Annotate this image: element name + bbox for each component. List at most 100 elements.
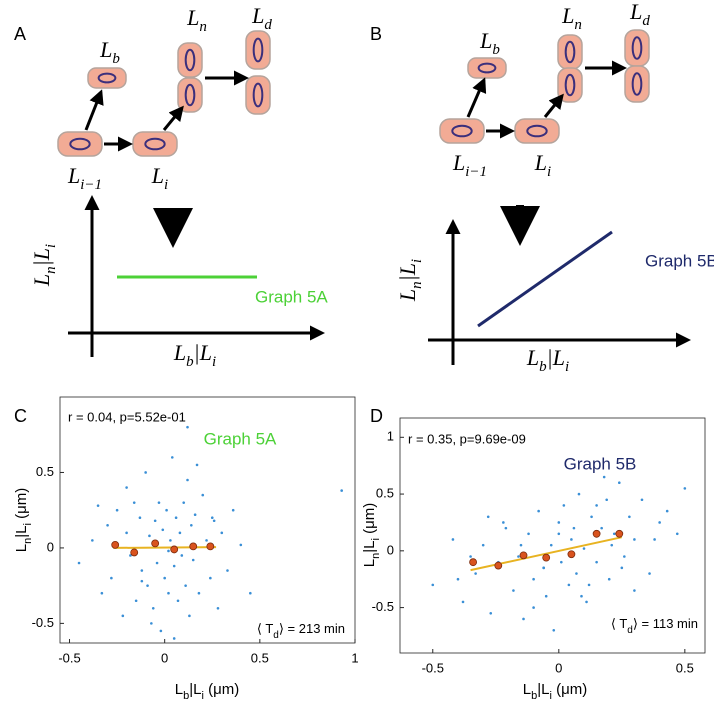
scatter-point bbox=[165, 508, 168, 512]
cell-label-part: L bbox=[629, 0, 642, 24]
cell-label: Li−1 bbox=[67, 163, 102, 193]
scatter-point bbox=[96, 504, 100, 507]
bin-mean bbox=[519, 551, 528, 560]
period-annotation-part: ⟩ = 113 min bbox=[633, 616, 698, 631]
scatter-point bbox=[612, 532, 616, 536]
graph-line bbox=[477, 230, 613, 328]
y-axis-label-part: n bbox=[409, 281, 425, 289]
scatter-point bbox=[653, 538, 656, 541]
scatter-point bbox=[138, 516, 142, 520]
scatter-point bbox=[512, 589, 515, 592]
scatter-point bbox=[504, 526, 508, 530]
x-tick-label: 0 bbox=[555, 660, 562, 675]
stats-annotation: r = 0.04, p=5.52e-01 bbox=[68, 409, 186, 424]
period-annotation-part: d bbox=[273, 630, 279, 641]
scatter-point bbox=[595, 504, 598, 507]
scatter-point bbox=[129, 554, 132, 557]
panel-letter: A bbox=[14, 24, 26, 44]
cell bbox=[514, 118, 560, 144]
scatter-point bbox=[623, 555, 626, 558]
scatter-point bbox=[159, 629, 163, 633]
scatter-point bbox=[157, 501, 161, 504]
scatter-point bbox=[580, 594, 583, 598]
scatter-point bbox=[552, 628, 556, 632]
cell-label-part: L bbox=[99, 37, 112, 62]
bin-mean bbox=[170, 545, 179, 554]
cell-label: Ld bbox=[629, 0, 650, 29]
scatter-point bbox=[587, 583, 591, 587]
scatter-point bbox=[148, 534, 151, 538]
y-axis-label-part: L bbox=[13, 544, 30, 552]
nucleoid bbox=[451, 124, 473, 138]
scatter-point bbox=[209, 576, 212, 580]
x-axis-label: Lb|Li (μm) bbox=[523, 681, 587, 702]
scatter-point bbox=[144, 471, 147, 474]
scatter-point bbox=[170, 456, 174, 459]
cell-label: Lb bbox=[479, 28, 500, 58]
period-annotation: ⟨ Td⟩ = 113 min bbox=[611, 616, 698, 636]
y-axis-label-part: |L bbox=[361, 541, 378, 553]
nucleoid bbox=[631, 36, 643, 60]
plot-box bbox=[59, 396, 356, 644]
scatter-point bbox=[517, 555, 520, 558]
scatter-point bbox=[180, 554, 184, 557]
arrow bbox=[162, 105, 184, 131]
cell bbox=[439, 118, 485, 144]
cell bbox=[177, 42, 203, 78]
nucleoid bbox=[252, 37, 264, 63]
nucleoid bbox=[631, 72, 643, 96]
nucleoid bbox=[564, 40, 576, 64]
scatter-point bbox=[77, 561, 81, 565]
cell-label-part: b bbox=[112, 51, 120, 67]
x-axis-label-part: L bbox=[173, 340, 186, 365]
cell-label-part: L bbox=[452, 150, 465, 175]
scatter-point bbox=[683, 487, 687, 490]
scatter-point bbox=[125, 486, 128, 489]
x-axis-label-part: L bbox=[526, 345, 539, 370]
y-axis-label-part: |L bbox=[13, 526, 30, 538]
x-axis-label-part: i bbox=[212, 354, 216, 370]
scatter-point bbox=[577, 492, 581, 496]
cell-label: Ln bbox=[186, 5, 207, 35]
y-axis-label-part: (μm) bbox=[13, 488, 30, 523]
scatter-point bbox=[205, 539, 208, 542]
nucleoid bbox=[526, 124, 548, 138]
scatter-point bbox=[658, 521, 661, 524]
graph-label: Graph 5B bbox=[564, 454, 637, 473]
scatter-point bbox=[527, 532, 530, 536]
y-axis-label: Ln|Li (μm) bbox=[13, 488, 34, 552]
scatter-point bbox=[151, 606, 155, 610]
scatter-point bbox=[675, 532, 679, 536]
scatter-point bbox=[193, 513, 197, 517]
cell bbox=[245, 30, 271, 70]
scatter-point bbox=[201, 493, 205, 497]
cell-label-part: b bbox=[492, 42, 500, 58]
scatter-point bbox=[186, 478, 189, 482]
y-axis-label-part: |L bbox=[29, 248, 54, 266]
cell-label: Li bbox=[534, 150, 551, 180]
nucleoid bbox=[252, 82, 264, 108]
scatter-point bbox=[562, 504, 566, 507]
nucleoid bbox=[97, 72, 117, 84]
x-tick-label: 0 bbox=[161, 650, 168, 665]
x-axis-label-part: i bbox=[565, 359, 569, 375]
bin-mean bbox=[567, 550, 576, 559]
y-tick-label: 0 bbox=[47, 539, 54, 554]
scatter-point bbox=[605, 498, 608, 502]
scatter-point bbox=[544, 594, 548, 598]
cell-label-part: i−1 bbox=[80, 177, 102, 193]
bin-mean bbox=[615, 529, 624, 538]
arrow bbox=[466, 77, 487, 118]
scatter-point bbox=[431, 583, 435, 587]
cell-label: Ld bbox=[251, 3, 272, 33]
scatter-point bbox=[474, 572, 477, 575]
cell bbox=[624, 65, 650, 103]
scatter-point bbox=[178, 531, 182, 535]
y-tick-label: -0.5 bbox=[372, 599, 394, 614]
x-tick-label: 0.5 bbox=[676, 660, 694, 675]
x-axis-label-part: |L bbox=[537, 681, 549, 698]
cell-label: Ln bbox=[561, 3, 582, 33]
scatter-point bbox=[469, 555, 472, 558]
x-axis-label-part: |L bbox=[194, 340, 212, 365]
period-annotation-part: ⟨ T bbox=[611, 616, 627, 631]
